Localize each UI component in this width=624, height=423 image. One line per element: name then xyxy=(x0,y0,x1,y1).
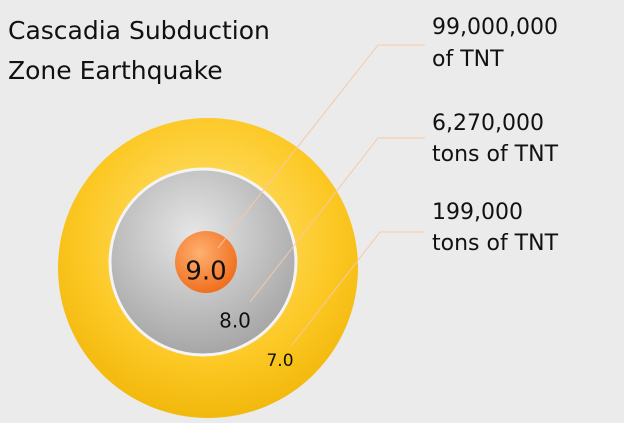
title-line: Zone Earthquake xyxy=(8,56,223,85)
magnitude-label: 8.0 xyxy=(219,309,251,333)
energy-label: 199,000 xyxy=(432,200,523,225)
leader-lines xyxy=(217,44,425,346)
energy-label: 6,270,000 xyxy=(432,111,544,136)
energy-label: of TNT xyxy=(432,47,504,72)
title-line: Cascadia Subduction xyxy=(8,16,270,45)
energy-label: tons of TNT xyxy=(432,231,559,256)
energy-label: 99,000,000 xyxy=(432,15,558,40)
energy-label: tons of TNT xyxy=(432,142,559,167)
ring-inner xyxy=(175,231,237,293)
magnitude-label: 9.0 xyxy=(185,257,226,287)
magnitude-label: 7.0 xyxy=(266,351,293,371)
